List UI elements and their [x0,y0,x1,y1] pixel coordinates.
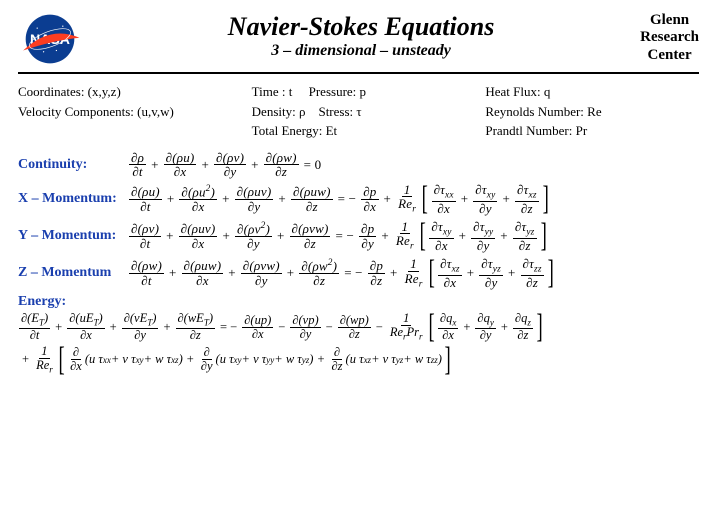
label-z-momentum: Z – Momentum [18,265,128,281]
equation-continuity: Continuity: ∂ρ∂t+ ∂(ρu)∂x+ ∂(ρv)∂y+ ∂(ρw… [18,151,699,179]
zmom-body: ∂(ρw)∂t+ ∂(ρuw)∂x+ ∂(ρvw)∂y+ ∂(ρw2)∂z = … [128,257,556,290]
organization-label: Glenn Research Center [640,12,699,64]
nasa-logo: NASA [18,12,82,66]
def-density-stress: Density: ρ Stress: τ [252,102,466,122]
defs-col-3: Heat Flux: q Reynolds Number: Re Prandtl… [485,82,699,141]
equation-energy: ∂(ET)∂t+ ∂(uET)∂x+ ∂(vET)∂y+ ∂(wET)∂z = … [18,312,699,375]
def-total-energy: Total Energy: Et [252,121,466,141]
def-prandtl: Prandtl Number: Pr [485,121,699,141]
title-block: Navier-Stokes Equations 3 – dimensional … [82,12,640,60]
continuity-body: ∂ρ∂t+ ∂(ρu)∂x+ ∂(ρv)∂y+ ∂(ρw)∂z = 0 [128,151,325,179]
energy-line-2: + 1Rer [ ∂∂x (u τxx + v τxy + w τxz)+ ∂∂… [18,345,699,376]
label-x-momentum: X – Momentum: [18,191,128,207]
def-coordinates: Coordinates: (x,y,z) [18,82,232,102]
ymom-body: ∂(ρv)∂t+ ∂(ρuv)∂x+ ∂(ρv2)∂y+ ∂(ρvw)∂z = … [128,220,549,253]
header: NASA Navier-Stokes Equations 3 – dimensi… [18,12,699,74]
label-energy: Energy: [18,294,699,310]
equation-y-momentum: Y – Momentum: ∂(ρv)∂t+ ∂(ρuv)∂x+ ∂(ρv2)∂… [18,220,699,253]
definitions-row: Coordinates: (x,y,z) Velocity Components… [18,82,699,141]
org-line-1: Glenn [640,12,699,29]
equation-x-momentum: X – Momentum: ∂(ρu)∂t+ ∂(ρu2)∂x+ ∂(ρuv)∂… [18,183,699,216]
org-line-2: Research [640,29,699,46]
page-title: Navier-Stokes Equations [82,12,640,42]
def-heat-flux: Heat Flux: q [485,82,699,102]
xmom-body: ∂(ρu)∂t+ ∂(ρu2)∂x+ ∂(ρuv)∂y+ ∂(ρuw)∂z = … [128,183,551,216]
label-y-momentum: Y – Momentum: [18,228,128,244]
def-time-pressure: Time : t Pressure: p [252,82,466,102]
defs-col-1: Coordinates: (x,y,z) Velocity Components… [18,82,232,141]
equation-z-momentum: Z – Momentum ∂(ρw)∂t+ ∂(ρuw)∂x+ ∂(ρvw)∂y… [18,257,699,290]
defs-col-2: Time : t Pressure: p Density: ρ Stress: … [252,82,466,141]
label-continuity: Continuity: [18,157,128,173]
def-reynolds: Reynolds Number: Re [485,102,699,122]
org-line-3: Center [640,47,699,64]
energy-line-1: ∂(ET)∂t+ ∂(uET)∂x+ ∂(vET)∂y+ ∂(wET)∂z = … [18,312,699,343]
def-velocity: Velocity Components: (u,v,w) [18,102,232,122]
page-subtitle: 3 – dimensional – unsteady [82,42,640,60]
